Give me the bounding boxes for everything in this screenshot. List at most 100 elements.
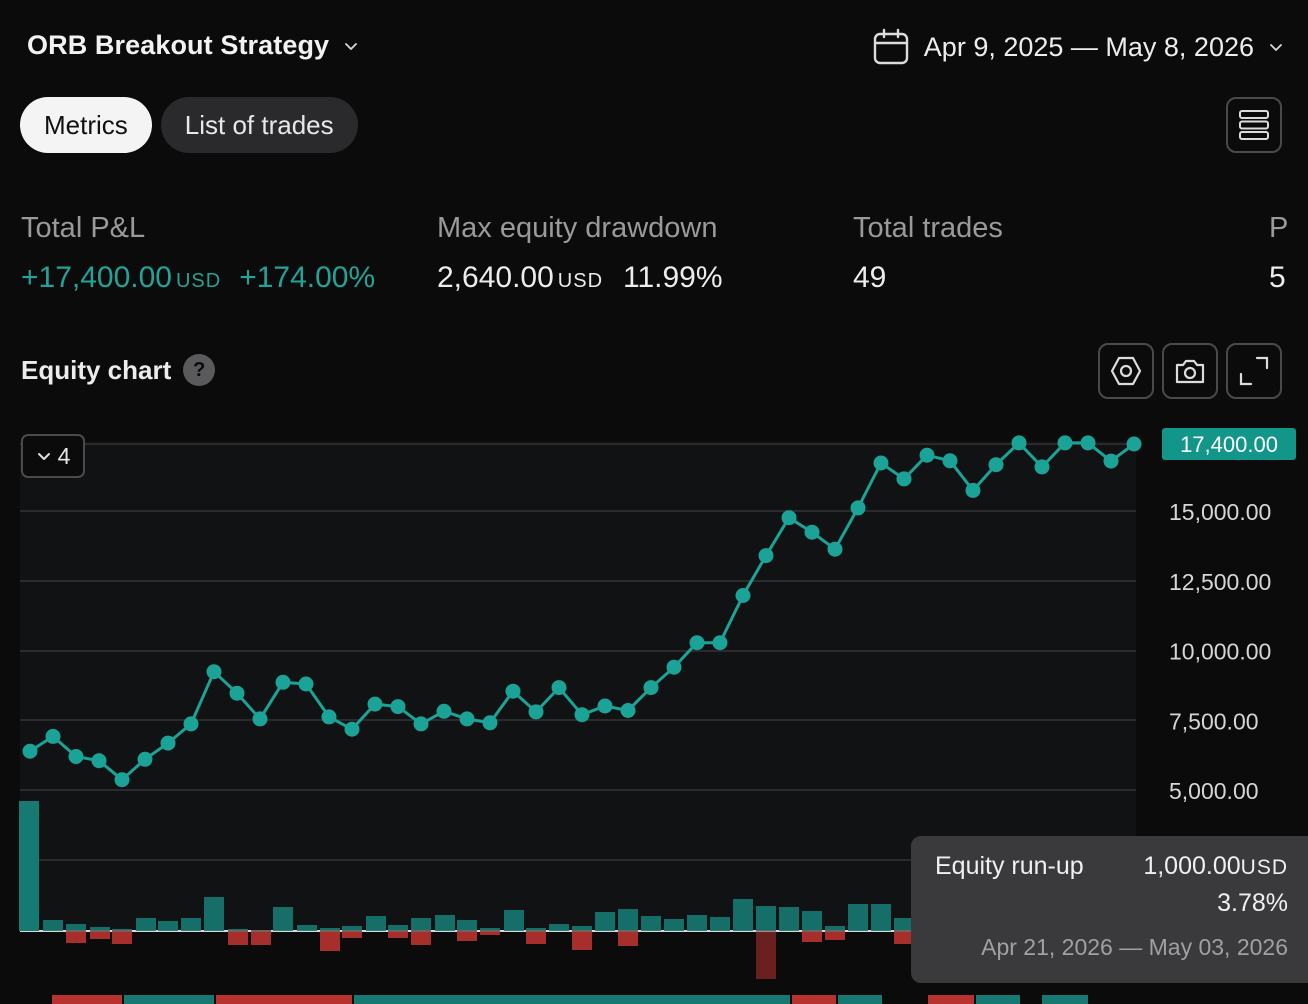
tab-metrics[interactable]: Metrics xyxy=(20,97,152,153)
equity-point xyxy=(712,635,728,651)
runup-bar xyxy=(825,926,845,931)
equity-point xyxy=(965,482,981,498)
equity-chart-svg[interactable]: 15,000.00 12,500.00 10,000.00 7,500.00 5,000… xyxy=(0,400,1308,1004)
collapse-toggle[interactable]: 4 xyxy=(21,434,85,478)
equity-point xyxy=(574,707,590,723)
equity-point xyxy=(1034,459,1050,475)
trade-strip-segment xyxy=(838,995,882,1004)
equity-point xyxy=(367,696,383,712)
trade-strip-segment xyxy=(976,995,1020,1004)
drawdown-bar xyxy=(480,931,500,935)
runup-bar xyxy=(549,924,569,931)
runup-bar xyxy=(595,912,615,931)
hexagon-settings-icon xyxy=(1110,356,1142,386)
equity-point xyxy=(436,703,452,719)
y-tick-label: 5,000.00 xyxy=(1169,778,1259,804)
list-icon xyxy=(1239,110,1269,140)
equity-point xyxy=(620,703,636,718)
last-value-label: 17,400.00 xyxy=(1180,432,1278,457)
chevron-down-icon xyxy=(345,42,358,50)
runup-bar xyxy=(297,925,317,931)
trade-strip-segment xyxy=(928,995,974,1004)
screenshot-button[interactable] xyxy=(1162,343,1218,399)
drawdown-bar xyxy=(90,931,110,939)
last-value-badge xyxy=(1162,428,1296,461)
strategy-selector[interactable]: ORB Breakout Strategy xyxy=(27,30,359,61)
equity-point xyxy=(1011,435,1027,451)
runup-bar xyxy=(273,907,293,931)
runup-bar xyxy=(251,930,271,931)
drawdown-bar xyxy=(66,931,86,943)
equity-point xyxy=(804,524,820,540)
runup-bar xyxy=(388,925,408,931)
equity-point xyxy=(344,721,360,737)
equity-point xyxy=(505,683,521,699)
metric-label: Total trades xyxy=(853,212,1003,244)
equity-point xyxy=(413,716,429,732)
chart-settings-button[interactable] xyxy=(1098,343,1154,399)
tooltip-percent: 3.78% xyxy=(1217,889,1288,917)
question-icon[interactable]: ? xyxy=(183,354,216,386)
date-range-selector[interactable]: Apr 9, 2025 — May 8, 2026 xyxy=(872,28,1284,66)
y-tick-label: 10,000.00 xyxy=(1169,639,1271,665)
equity-point xyxy=(528,704,544,720)
equity-point xyxy=(666,659,682,675)
equity-point xyxy=(758,548,774,564)
list-view-button[interactable] xyxy=(1226,97,1282,153)
equity-point xyxy=(873,455,889,471)
trade-strip-segment xyxy=(1042,995,1088,1004)
runup-bar xyxy=(618,909,638,931)
runup-bar xyxy=(756,906,776,931)
equity-point xyxy=(827,541,843,557)
runup-bar xyxy=(90,927,110,931)
tab-list-of-trades[interactable]: List of trades xyxy=(160,97,358,153)
equity-chart[interactable]: 15,000.00 12,500.00 10,000.00 7,500.00 5,000… xyxy=(0,400,1308,1004)
runup-bar xyxy=(572,926,592,931)
y-tick-label: 12,500.00 xyxy=(1169,569,1271,595)
runup-bar xyxy=(710,917,730,931)
equity-point xyxy=(919,447,935,463)
equity-point xyxy=(183,716,199,732)
runup-bar xyxy=(504,910,524,931)
runup-bar xyxy=(687,915,707,931)
runup-bar xyxy=(526,928,546,931)
camera-icon xyxy=(1175,359,1205,384)
equity-point xyxy=(597,698,613,714)
drawdown-bar xyxy=(388,931,408,938)
drawdown-bar xyxy=(802,931,822,942)
trade-strip-segment xyxy=(354,995,790,1004)
runup-bar xyxy=(457,920,477,931)
metric-value: 2,640.00 xyxy=(437,261,554,294)
drawdown-bar xyxy=(526,931,546,944)
metric-partial: P 5 xyxy=(1269,212,1288,295)
drawdown-bar xyxy=(572,931,592,950)
equity-point xyxy=(482,715,498,731)
runup-bar xyxy=(366,916,386,931)
runup-bar xyxy=(158,921,178,931)
drawdown-bar xyxy=(457,931,477,941)
equity-point xyxy=(137,751,153,767)
drawdown-bar xyxy=(251,931,271,945)
drawdown-bar xyxy=(756,931,776,979)
metric-max-drawdown: Max equity drawdown 2,640.00 USD 11.99% xyxy=(437,212,723,295)
metric-value: 49 xyxy=(853,261,887,294)
drawdown-bar xyxy=(894,931,914,944)
equity-point xyxy=(1126,436,1142,452)
drawdown-bar xyxy=(618,931,638,946)
fullscreen-button[interactable] xyxy=(1226,343,1282,399)
tooltip-value: 1,000.00 xyxy=(1143,852,1241,880)
equity-point xyxy=(45,728,61,744)
equity-point xyxy=(298,676,314,692)
equity-point xyxy=(321,709,337,725)
metric-total-trades: Total trades 49 xyxy=(853,212,1003,295)
equity-point xyxy=(896,471,912,487)
runup-bar xyxy=(894,918,914,931)
runup-bar xyxy=(802,911,822,931)
equity-point xyxy=(643,680,659,696)
runup-bar xyxy=(480,928,500,931)
runup-bar xyxy=(43,920,63,931)
metric-label: P xyxy=(1269,212,1289,244)
runup-bar xyxy=(19,801,39,931)
metric-label: Total P&L xyxy=(21,212,146,244)
metric-label: Max equity drawdown xyxy=(437,212,718,244)
